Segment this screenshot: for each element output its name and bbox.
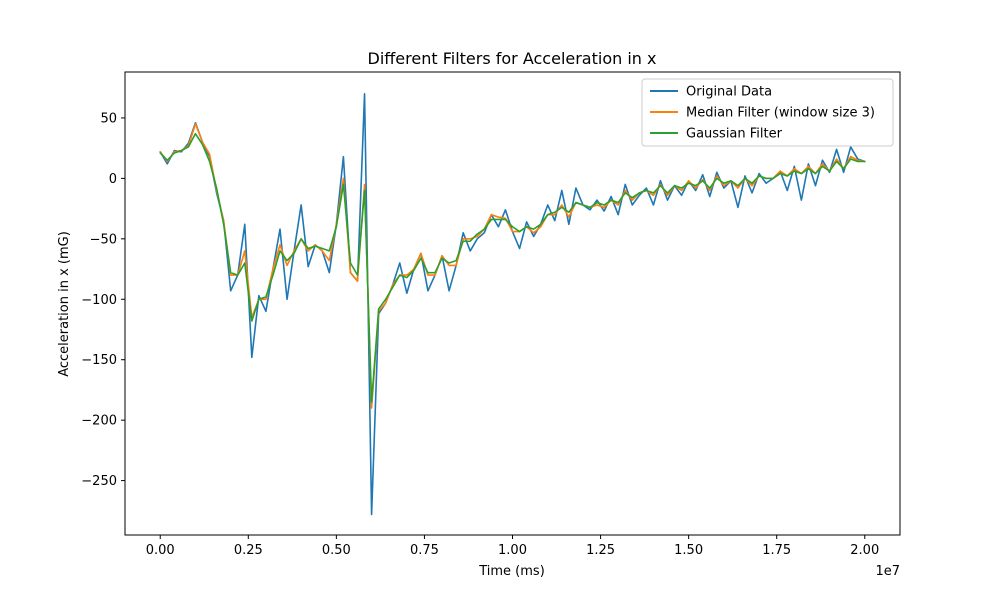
series-line-2 [159, 132, 866, 403]
series-line-0 [159, 92, 866, 516]
x-tick-label: 1.75 [762, 543, 791, 558]
y-tick-label: −250 [81, 474, 117, 489]
chart-title: Different Filters for Acceleration in x [368, 49, 657, 68]
series-line-1 [159, 123, 866, 409]
legend: Original Data Median Filter (window size … [641, 78, 894, 147]
x-tick-label: 2.00 [850, 543, 879, 558]
y-tick-label: −200 [81, 414, 117, 429]
legend-label-2: Gaussian Filter [686, 127, 783, 142]
series-group [159, 92, 866, 516]
y-tick-label: 0 [109, 172, 117, 187]
y-tick-label: −150 [81, 353, 117, 368]
y-axis-label: Acceleration in x (mG) [57, 231, 72, 377]
x-tick-label: 0.25 [234, 543, 263, 558]
x-tick-label: 0.75 [410, 543, 439, 558]
x-axis-label: Time (ms) [478, 564, 545, 579]
x-axis: 0.00 0.25 0.50 0.75 1.00 1.25 1.50 1.75 2.00 [146, 535, 879, 558]
legend-label-0: Original Data [686, 85, 772, 100]
x-tick-label: 1.25 [586, 543, 615, 558]
x-axis-offset-label: 1e7 [875, 564, 900, 579]
legend-box [641, 78, 894, 147]
legend-label-1: Median Filter (window size 3) [686, 106, 875, 121]
y-tick-label: −50 [90, 232, 117, 247]
x-tick-label: 1.50 [674, 543, 703, 558]
y-tick-label: −100 [81, 293, 117, 308]
y-tick-label: 50 [100, 111, 117, 126]
x-tick-label: 0.00 [146, 543, 175, 558]
x-tick-label: 1.00 [498, 543, 527, 558]
y-axis: 50 0 −50 −100 −150 −200 −250 [81, 111, 125, 489]
x-tick-label: 0.50 [322, 543, 351, 558]
